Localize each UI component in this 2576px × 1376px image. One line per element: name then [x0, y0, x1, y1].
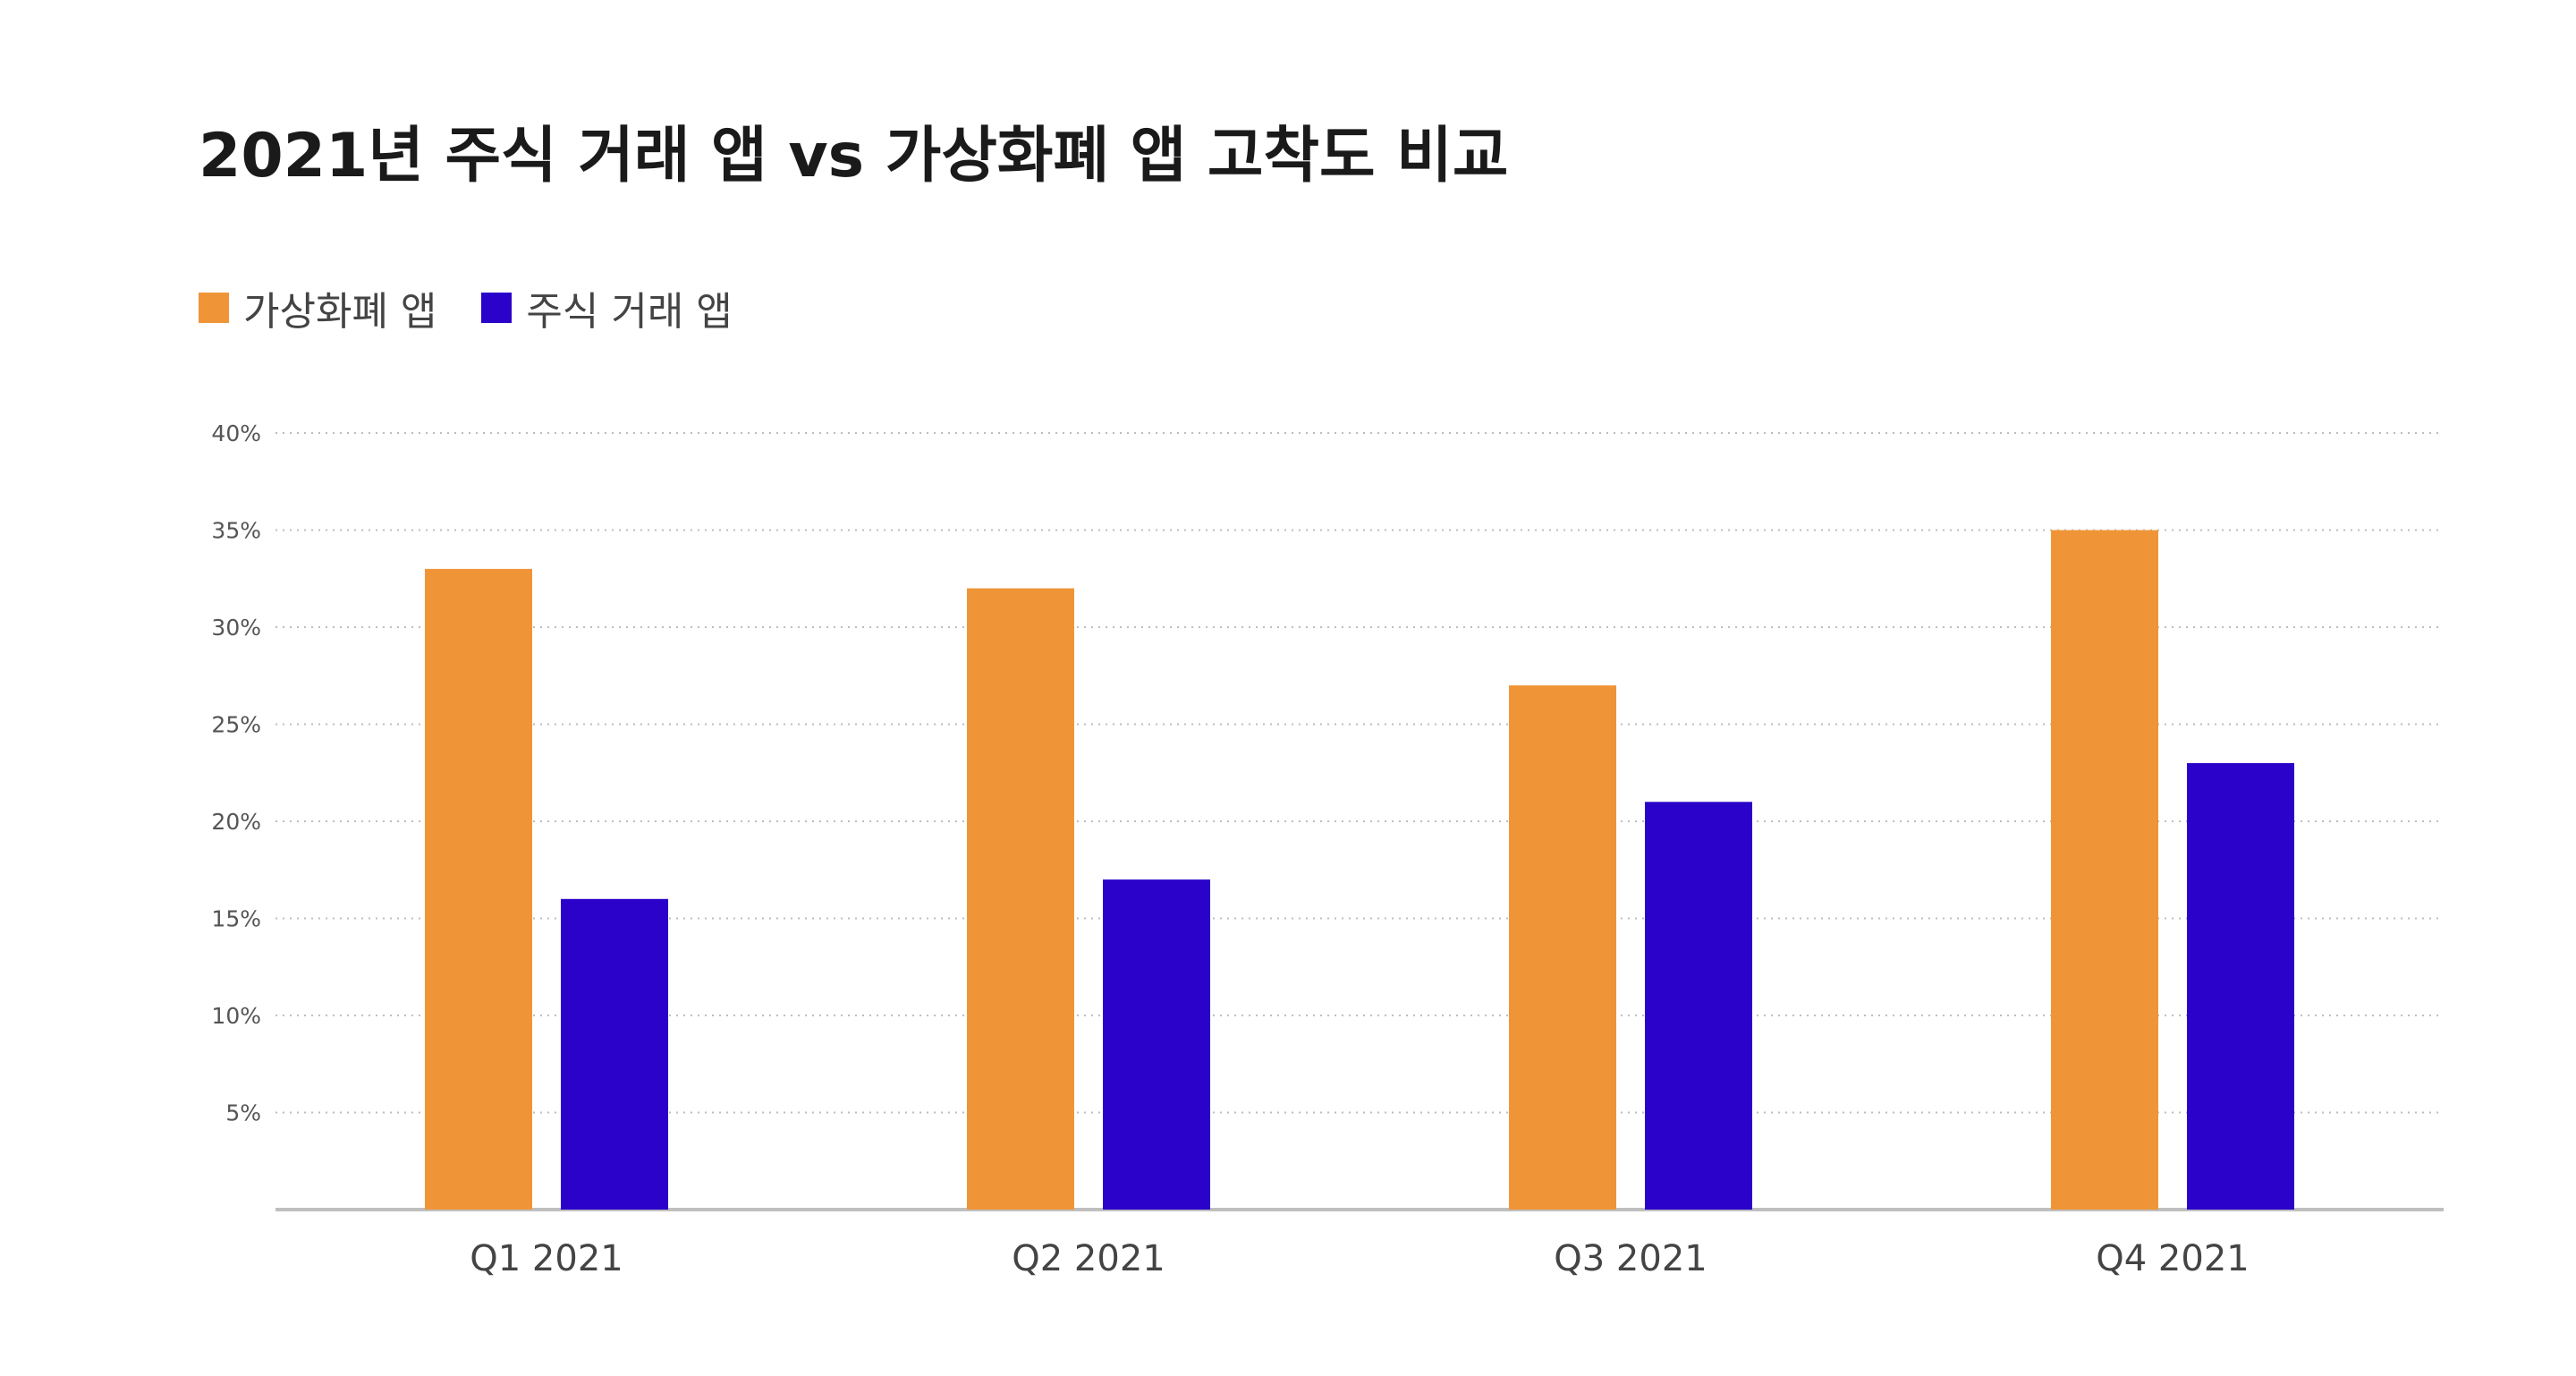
y-tick-label: 40% [211, 420, 261, 446]
y-tick-label: 5% [225, 1100, 261, 1126]
y-tick-label: 30% [211, 615, 261, 641]
bar-crypto [425, 569, 532, 1210]
x-category-label: Q2 2021 [1012, 1238, 1165, 1279]
y-tick-label: 15% [211, 906, 261, 932]
bar-stock [1103, 879, 1210, 1210]
x-category-label: Q3 2021 [1554, 1238, 1707, 1279]
x-category-label: Q4 2021 [2096, 1238, 2249, 1279]
y-tick-label: 35% [211, 518, 261, 544]
bar-stock [2187, 763, 2294, 1210]
x-category-label: Q1 2021 [470, 1238, 623, 1279]
bar-stock [1645, 802, 1752, 1210]
y-tick-label: 10% [211, 1003, 261, 1029]
bar-crypto [1509, 685, 1616, 1210]
y-tick-label: 25% [211, 712, 261, 738]
y-tick-label: 20% [211, 809, 261, 835]
bar-crypto [967, 589, 1074, 1210]
bar-crypto [2051, 531, 2158, 1210]
bar-stock [561, 899, 668, 1210]
